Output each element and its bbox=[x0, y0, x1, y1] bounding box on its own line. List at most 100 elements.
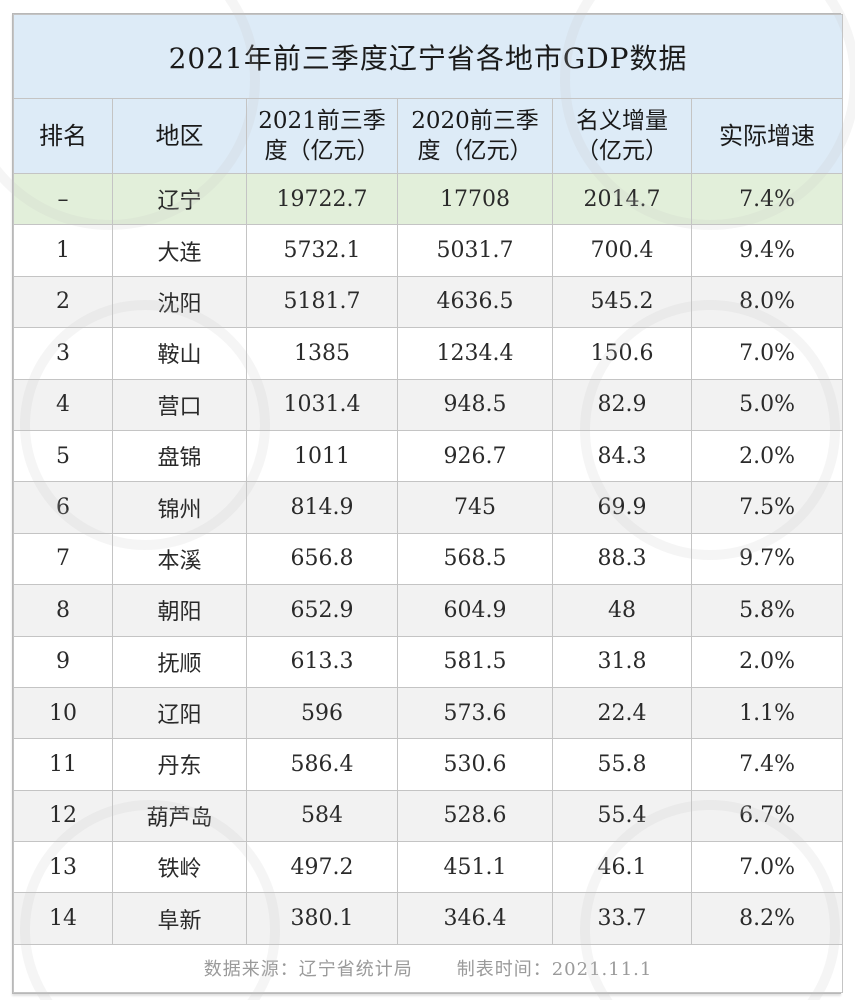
rank-cell: 10 bbox=[13, 686, 113, 740]
real-growth-cell: 9.7% bbox=[690, 532, 844, 586]
table-row: 4 营口 1031.4 948.5 82.9 5.0% bbox=[13, 378, 844, 431]
region-cell: 沈阳 bbox=[112, 275, 247, 329]
region-cell: 本溪 bbox=[112, 532, 247, 586]
nominal-increase-cell: 69.9 bbox=[552, 481, 692, 534]
nominal-increase-cell: 545.2 bbox=[552, 275, 692, 329]
table-row: 1 大连 5732.1 5031.7 700.4 9.4% bbox=[13, 224, 844, 277]
gdp-2020-cell: 926.7 bbox=[397, 429, 553, 483]
rank-cell: 6 bbox=[13, 481, 113, 534]
table-header-row: 排名 地区 2021前三季度（亿元） 2020前三季度（亿元） 名义增量（亿元）… bbox=[13, 98, 844, 174]
gdp-2021-cell: 1011 bbox=[246, 429, 398, 483]
data-source-note: 数据来源：辽宁省统计局 bbox=[203, 959, 413, 981]
real-growth-cell: 8.2% bbox=[690, 892, 844, 945]
table-row: 2 沈阳 5181.7 4636.5 545.2 8.0% bbox=[13, 275, 844, 329]
rank-cell: 8 bbox=[13, 584, 113, 637]
region-cell: 大连 bbox=[112, 224, 247, 277]
real-growth-cell: 7.4% bbox=[690, 172, 844, 226]
table-row: 9 抚顺 613.3 581.5 31.8 2.0% bbox=[13, 635, 844, 688]
gdp-2021-cell: 497.2 bbox=[246, 841, 398, 894]
real-growth-cell: 8.0% bbox=[690, 275, 844, 329]
gdp-2021-cell: 380.1 bbox=[246, 892, 398, 945]
rank-cell: 14 bbox=[13, 892, 113, 945]
gdp-2020-cell: 948.5 bbox=[397, 378, 553, 431]
gdp-2020-cell: 5031.7 bbox=[397, 224, 553, 277]
region-cell: 朝阳 bbox=[112, 584, 247, 637]
table-date-note: 制表时间：2021.11.1 bbox=[456, 959, 653, 981]
rank-cell: – bbox=[13, 172, 113, 226]
nominal-increase-cell: 46.1 bbox=[552, 841, 692, 894]
nominal-increase-cell: 84.3 bbox=[552, 429, 692, 483]
nominal-increase-cell: 48 bbox=[552, 584, 692, 637]
table-row: 11 丹东 586.4 530.6 55.8 7.4% bbox=[13, 738, 844, 791]
nominal-increase-cell: 700.4 bbox=[552, 224, 692, 277]
region-cell: 阜新 bbox=[112, 892, 247, 945]
real-growth-cell: 2.0% bbox=[690, 429, 844, 483]
gdp-2021-cell: 1385 bbox=[246, 327, 398, 380]
gdp-2020-cell: 568.5 bbox=[397, 532, 553, 586]
real-growth-cell: 5.0% bbox=[690, 378, 844, 431]
real-growth-cell: 2.0% bbox=[690, 635, 844, 688]
nominal-increase-cell: 31.8 bbox=[552, 635, 692, 688]
rank-cell: 12 bbox=[13, 789, 113, 843]
real-growth-cell: 7.0% bbox=[690, 841, 844, 894]
gdp-2020-cell: 530.6 bbox=[397, 738, 553, 791]
rank-cell: 3 bbox=[13, 327, 113, 380]
real-growth-cell: 5.8% bbox=[690, 584, 844, 637]
gdp-table: 2021年前三季度辽宁省各地市GDP数据 排名 地区 2021前三季度（亿元） … bbox=[12, 14, 844, 993]
gdp-2021-cell: 652.9 bbox=[246, 584, 398, 637]
table-title: 2021年前三季度辽宁省各地市GDP数据 bbox=[12, 14, 844, 99]
rank-cell: 1 bbox=[13, 224, 113, 277]
gdp-2020-cell: 745 bbox=[397, 481, 553, 534]
column-header-region: 地区 bbox=[112, 98, 247, 174]
nominal-increase-cell: 33.7 bbox=[552, 892, 692, 945]
gdp-2020-cell: 581.5 bbox=[397, 635, 553, 688]
region-cell: 铁岭 bbox=[112, 841, 247, 894]
rank-cell: 9 bbox=[13, 635, 113, 688]
gdp-2021-cell: 5732.1 bbox=[246, 224, 398, 277]
table-row: 13 铁岭 497.2 451.1 46.1 7.0% bbox=[13, 841, 844, 894]
nominal-increase-cell: 2014.7 bbox=[552, 172, 692, 226]
region-cell: 抚顺 bbox=[112, 635, 247, 688]
table-row: 8 朝阳 652.9 604.9 48 5.8% bbox=[13, 584, 844, 637]
gdp-2020-cell: 4636.5 bbox=[397, 275, 553, 329]
nominal-increase-cell: 55.4 bbox=[552, 789, 692, 843]
real-growth-cell: 7.0% bbox=[690, 327, 844, 380]
gdp-2020-cell: 346.4 bbox=[397, 892, 553, 945]
gdp-2021-cell: 586.4 bbox=[246, 738, 398, 791]
nominal-increase-cell: 22.4 bbox=[552, 686, 692, 740]
table-row: 14 阜新 380.1 346.4 33.7 8.2% bbox=[13, 892, 844, 945]
real-growth-cell: 1.1% bbox=[690, 686, 844, 740]
region-cell: 盘锦 bbox=[112, 429, 247, 483]
region-cell: 葫芦岛 bbox=[112, 789, 247, 843]
nominal-increase-cell: 55.8 bbox=[552, 738, 692, 791]
nominal-increase-cell: 150.6 bbox=[552, 327, 692, 380]
real-growth-cell: 6.7% bbox=[690, 789, 844, 843]
table-title-row: 2021年前三季度辽宁省各地市GDP数据 bbox=[12, 14, 844, 99]
column-header-real-growth: 实际增速 bbox=[690, 98, 844, 174]
table-row: 12 葫芦岛 584 528.6 55.4 6.7% bbox=[13, 789, 844, 843]
column-header-rank: 排名 bbox=[13, 98, 113, 174]
rank-cell: 5 bbox=[13, 429, 113, 483]
table-row-province-total: – 辽宁 19722.7 17708 2014.7 7.4% bbox=[13, 172, 844, 226]
region-cell: 营口 bbox=[112, 378, 247, 431]
table-row: 3 鞍山 1385 1234.4 150.6 7.0% bbox=[13, 327, 844, 380]
table-footer-row: 数据来源：辽宁省统计局 制表时间：2021.11.1 bbox=[12, 943, 844, 993]
table-row: 5 盘锦 1011 926.7 84.3 2.0% bbox=[13, 429, 844, 483]
nominal-increase-cell: 82.9 bbox=[552, 378, 692, 431]
region-cell: 辽阳 bbox=[112, 686, 247, 740]
real-growth-cell: 9.4% bbox=[690, 224, 844, 277]
real-growth-cell: 7.4% bbox=[690, 738, 844, 791]
column-header-nominal-increase: 名义增量（亿元） bbox=[552, 98, 692, 174]
column-header-gdp-2021: 2021前三季度（亿元） bbox=[246, 98, 398, 174]
gdp-2020-cell: 604.9 bbox=[397, 584, 553, 637]
gdp-2021-cell: 814.9 bbox=[246, 481, 398, 534]
rank-cell: 2 bbox=[13, 275, 113, 329]
table-row: 7 本溪 656.8 568.5 88.3 9.7% bbox=[13, 532, 844, 586]
gdp-2021-cell: 5181.7 bbox=[246, 275, 398, 329]
table-footer: 数据来源：辽宁省统计局 制表时间：2021.11.1 bbox=[12, 943, 844, 993]
rank-cell: 13 bbox=[13, 841, 113, 894]
region-cell: 锦州 bbox=[112, 481, 247, 534]
rank-cell: 7 bbox=[13, 532, 113, 586]
gdp-2021-cell: 584 bbox=[246, 789, 398, 843]
table-row: 10 辽阳 596 573.6 22.4 1.1% bbox=[13, 686, 844, 740]
